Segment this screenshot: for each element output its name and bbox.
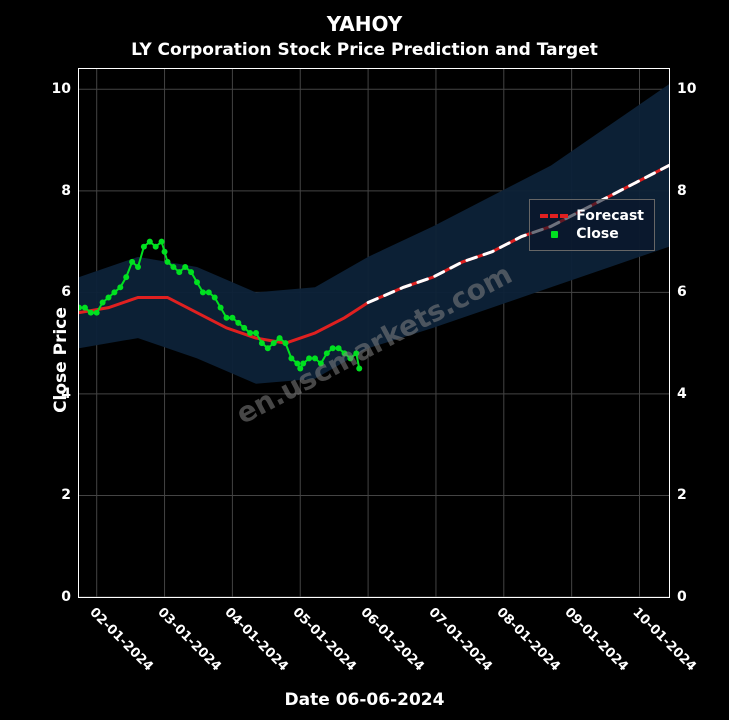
forecast-swatch-icon: [540, 214, 568, 218]
x-tick-label: 04-01-2024: [222, 605, 291, 674]
chart-svg: [79, 69, 669, 597]
y-tick-label: 2: [61, 487, 79, 503]
legend-close-label: Close: [576, 226, 619, 242]
x-tick-label: 10-01-2024: [629, 605, 698, 674]
y-tick-label-right: 0: [669, 589, 687, 605]
plot-area: en.uscmarkets.com Forecast Close 0022446…: [78, 68, 670, 598]
y-tick-label-right: 6: [669, 284, 687, 300]
x-axis-label: Date 06-06-2024: [0, 690, 729, 710]
close-swatch-icon: [540, 231, 568, 238]
x-tick-label: 09-01-2024: [561, 605, 630, 674]
y-tick-label: 10: [52, 81, 79, 97]
x-tick-label: 02-01-2024: [86, 605, 155, 674]
chart-container: YAHOY LY Corporation Stock Price Predict…: [0, 0, 729, 720]
legend-item-close: Close: [540, 226, 644, 242]
y-tick-label-right: 8: [669, 183, 687, 199]
y-tick-label: 0: [61, 589, 79, 605]
x-tick-label: 07-01-2024: [425, 605, 494, 674]
x-tick-label: 05-01-2024: [290, 605, 359, 674]
y-tick-label: 4: [61, 386, 79, 402]
legend-forecast-label: Forecast: [576, 208, 644, 224]
x-tick-label: 06-01-2024: [357, 605, 426, 674]
y-tick-label-right: 4: [669, 386, 687, 402]
x-tick-label: 08-01-2024: [493, 605, 562, 674]
y-tick-label-right: 10: [669, 81, 696, 97]
x-tick-label: 03-01-2024: [154, 605, 223, 674]
legend-box: Forecast Close: [529, 199, 655, 251]
y-tick-label: 8: [61, 183, 79, 199]
y-tick-label-right: 2: [669, 487, 687, 503]
chart-subtitle: LY Corporation Stock Price Prediction an…: [0, 40, 729, 60]
legend-item-forecast: Forecast: [540, 208, 644, 224]
chart-ticker-title: YAHOY: [0, 12, 729, 36]
y-tick-label: 6: [61, 284, 79, 300]
